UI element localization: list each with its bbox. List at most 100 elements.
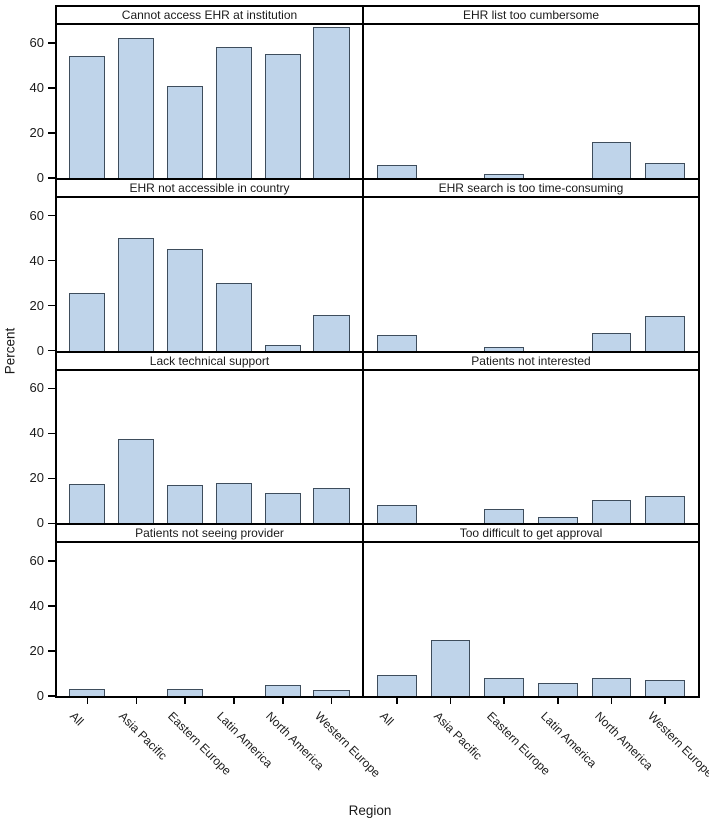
bar-slot (531, 543, 585, 696)
bar-slot (370, 371, 424, 524)
bar-slot (477, 543, 531, 696)
x-tick-mark (557, 698, 559, 704)
bar-eastern-europe (484, 174, 525, 178)
y-tick-mark (48, 387, 55, 390)
panel-cannot-access-ehr-at-institution: Cannot access EHR at institution (57, 7, 362, 178)
y-tick-label: 40 (29, 425, 44, 441)
x-tick-mark (184, 698, 186, 704)
panel-title: Too difficult to get approval (364, 525, 698, 544)
x-tick-label-latin-america: Latin America (537, 709, 600, 771)
x-tick-label-western-europe: Western Europe (311, 709, 383, 781)
y-tick-label: 40 (29, 252, 44, 268)
chart-grid: Cannot access EHR at institution EHR lis… (55, 5, 700, 698)
panel-title: Cannot access EHR at institution (57, 7, 362, 25)
bar-slot (477, 371, 531, 524)
y-tick-label: 60 (29, 207, 44, 223)
x-tick-label-western-europe: Western Europe (645, 709, 709, 781)
bar-slot (63, 543, 112, 696)
y-tick-mark (48, 432, 55, 435)
y-tick-label: 20 (29, 643, 44, 659)
bar-slot (209, 371, 258, 524)
bar-slot (258, 25, 307, 178)
bar-latin-america (538, 516, 578, 524)
bar-group (364, 25, 698, 178)
bar-group (57, 543, 362, 696)
bar-eastern-europe (167, 249, 204, 351)
panel-patients-not-interested: Patients not interested (362, 352, 698, 524)
bar-slot (307, 543, 356, 696)
y-tick-mark (48, 259, 55, 262)
bar-north-america (264, 344, 301, 351)
y-tick-mark (48, 304, 55, 307)
panel-patients-not-seeing-provider: Patients not seeing provider (57, 525, 362, 696)
bar-slot (63, 25, 112, 178)
y-tick-mark (48, 349, 55, 352)
y-tick-label: 60 (29, 380, 44, 396)
bar-slot (370, 25, 424, 178)
y-tick-mark (48, 522, 55, 524)
bar-asia-pacific (118, 439, 155, 524)
bar-eastern-europe (484, 347, 525, 351)
bar-slot (161, 25, 210, 178)
x-tick-mark (449, 698, 452, 704)
bar-latin-america (215, 482, 252, 524)
x-tick-mark (610, 698, 613, 704)
bar-slot (424, 543, 478, 696)
y-tick-mark (48, 177, 55, 179)
bar-slot (161, 198, 210, 351)
bar-all (69, 689, 106, 696)
bar-north-america (264, 54, 301, 178)
panel-plot (364, 543, 698, 696)
x-tick-mark (664, 698, 666, 704)
panel-row-1: Cannot access EHR at institution EHR lis… (57, 7, 698, 178)
bar-north-america (591, 332, 632, 351)
y-tick-mark (48, 605, 55, 607)
bar-western-europe (313, 488, 350, 524)
x-tick-mark (86, 698, 89, 704)
bar-slot (209, 25, 258, 178)
bar-slot (531, 371, 585, 524)
bar-slot (258, 198, 307, 351)
bar-all (69, 56, 106, 178)
y-tick-mark (48, 132, 55, 134)
bar-latin-america (215, 283, 252, 351)
bar-latin-america (538, 682, 578, 696)
bar-slot (424, 198, 478, 351)
bar-slot (585, 371, 639, 524)
bar-north-america (591, 678, 632, 696)
bar-eastern-europe (167, 689, 204, 696)
bar-eastern-europe (484, 508, 525, 524)
bar-asia-pacific (118, 38, 155, 178)
y-tick-label: 0 (36, 342, 44, 358)
bar-north-america (591, 499, 632, 524)
bar-slot (477, 198, 531, 351)
bar-slot (112, 371, 161, 524)
y-tick-label: 20 (29, 297, 44, 313)
bar-group (364, 198, 698, 351)
panel-title: EHR search is too time-consuming (364, 179, 698, 198)
bar-western-europe (645, 315, 686, 351)
bar-asia-pacific (118, 238, 155, 351)
bar-eastern-europe (484, 678, 525, 696)
bar-slot (63, 371, 112, 524)
panel-plot (364, 198, 698, 351)
y-tick-label: 0 (36, 688, 44, 703)
bar-slot (638, 371, 692, 524)
bar-all (69, 293, 106, 351)
panel-ehr-list-too-cumbersome: EHR list too cumbersome (362, 7, 698, 178)
y-tick-label: 20 (29, 124, 44, 140)
bar-slot (585, 543, 639, 696)
bar-slot (531, 198, 585, 351)
panel-title: EHR list too cumbersome (364, 7, 698, 25)
bar-latin-america (215, 47, 252, 178)
y-tick-mark (48, 695, 55, 697)
bar-slot (63, 198, 112, 351)
y-tick-label: 40 (29, 598, 44, 614)
bar-all (376, 334, 417, 351)
y-tick-mark (48, 42, 55, 44)
panel-plot (57, 371, 362, 524)
bar-slot (477, 25, 531, 178)
bar-eastern-europe (167, 85, 204, 178)
panel-ehr-search-too-time-consuming: EHR search is too time-consuming (362, 179, 698, 351)
